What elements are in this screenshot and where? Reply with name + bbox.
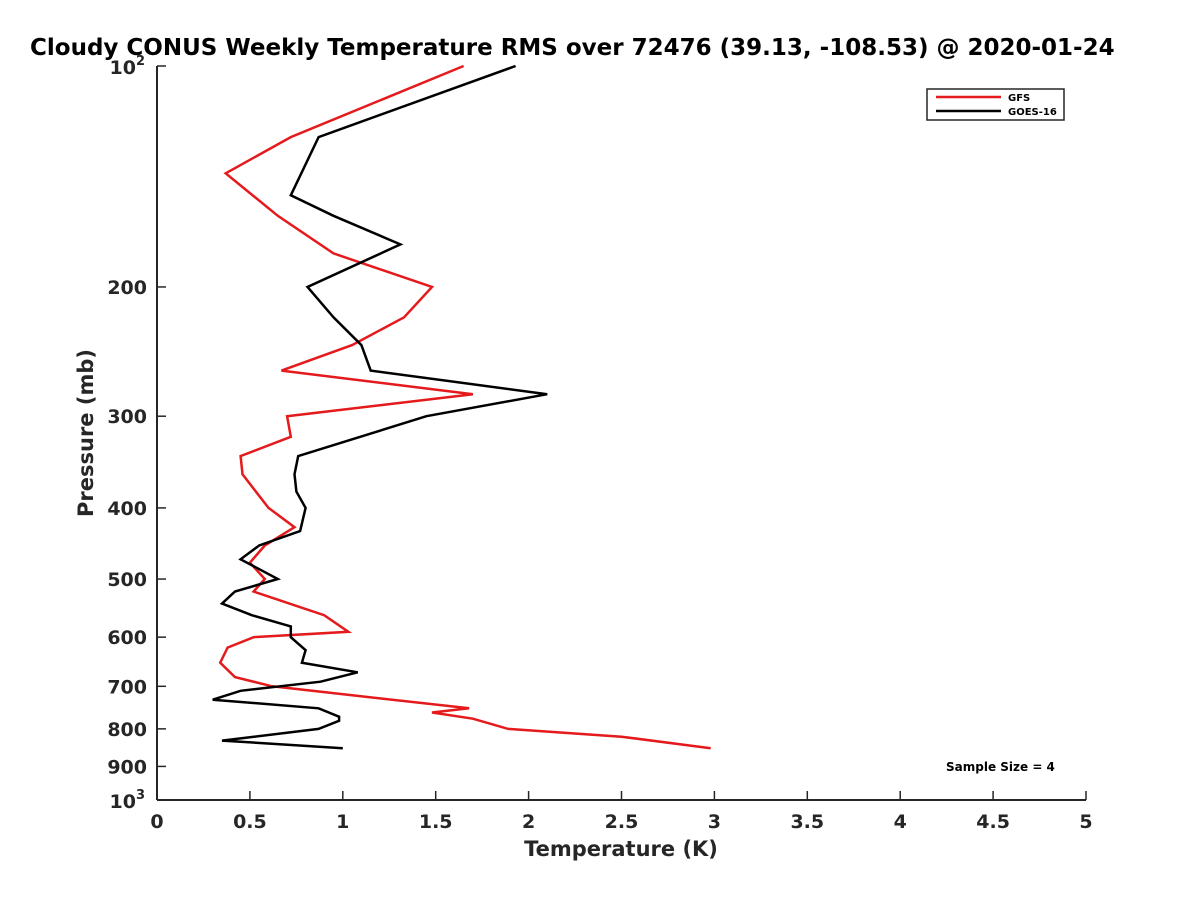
y-tick-label-base: 10	[110, 57, 136, 79]
x-tick-label: 5	[1079, 811, 1092, 833]
x-axis-label: Temperature (K)	[524, 837, 718, 861]
series-layer	[212, 64, 711, 750]
y-axis-label: Pressure (mb)	[74, 349, 98, 517]
x-tick-label: 4	[894, 811, 907, 833]
y-tick-label-exponent: 2	[136, 54, 145, 69]
y-tick-label: 102	[110, 54, 146, 79]
y-tick-label: 700	[107, 676, 147, 698]
y-tick-label: 200	[107, 277, 147, 299]
y-tick-label: 300	[107, 406, 147, 428]
y-tick-label: 900	[107, 756, 147, 778]
x-tick-label: 1	[336, 811, 349, 833]
x-tick-label: 2	[522, 811, 535, 833]
series-line-goes-16	[212, 64, 548, 750]
legend-label-gfs: GFS	[1008, 93, 1030, 104]
x-tick-label: 3	[708, 811, 721, 833]
legend-box	[926, 88, 1065, 121]
x-tick-label: 0	[150, 811, 163, 833]
legend-label-goes16: GOES-16	[1008, 107, 1057, 118]
x-tick-label: 4.5	[976, 811, 1010, 833]
x-tick-label: 3.5	[790, 811, 824, 833]
x-axis-ticks: 0 0.5 1 1.5 2 2.5 3 3.5 4 4.5 5	[150, 791, 1093, 833]
x-tick-label: 1.5	[419, 811, 453, 833]
series-line-gfs	[218, 64, 711, 750]
y-tick-label: 800	[107, 719, 147, 741]
y-tick-label: 103	[110, 788, 146, 813]
y-tick-label-base: 10	[110, 791, 136, 813]
y-tick-label: 400	[107, 498, 147, 520]
x-tick-label: 2.5	[605, 811, 639, 833]
legend: GFS GOES-16	[926, 88, 1065, 121]
x-tick-label: 0.5	[233, 811, 267, 833]
chart-title: Cloudy CONUS Weekly Temperature RMS over…	[30, 35, 1115, 61]
y-tick-label: 600	[107, 627, 147, 649]
sample-size-annotation: Sample Size = 4	[946, 760, 1055, 774]
y-tick-label: 500	[107, 569, 147, 591]
y-tick-label-exponent: 3	[136, 788, 145, 803]
